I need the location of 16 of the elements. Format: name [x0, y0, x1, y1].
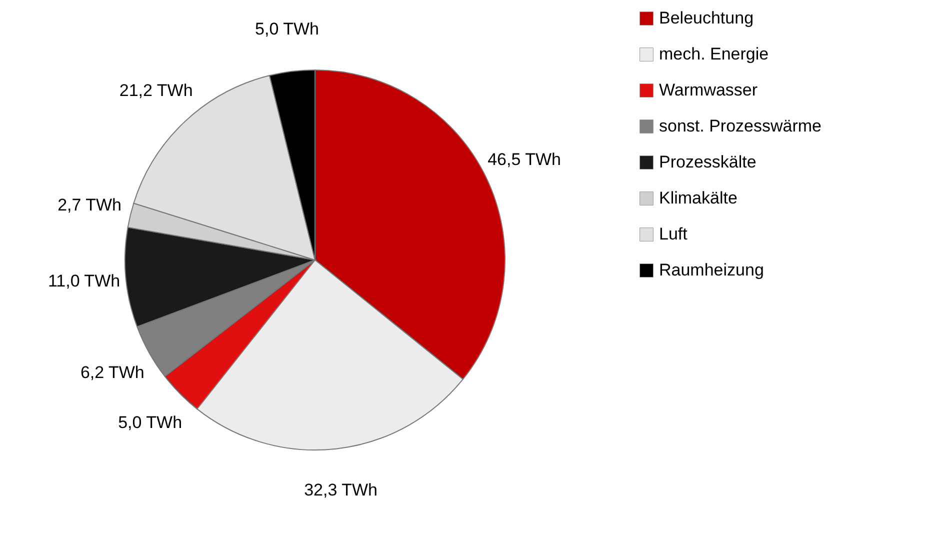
legend-label: Luft	[659, 224, 688, 244]
data-label: 32,3 TWh	[304, 480, 378, 500]
legend-label: Klimakälte	[659, 188, 738, 208]
legend-label: Prozesskälte	[659, 152, 756, 172]
data-label: 11,0 TWh	[48, 272, 120, 291]
data-label: 21,2 TWh	[119, 80, 193, 100]
legend-label: Warmwasser	[659, 80, 758, 100]
data-label: 46,5 TWh	[488, 150, 561, 169]
data-label: 5,0 TWh	[255, 20, 319, 39]
legend-label: Beleuchtung	[659, 8, 754, 28]
data-label: 6,2 TWh	[80, 363, 144, 382]
legend-label: sonst. Prozesswärme	[659, 116, 822, 136]
data-label: 5,0 TWh	[118, 413, 182, 432]
legend-label: mech. Energie	[659, 44, 769, 64]
data-label: 2,7 TWh	[58, 195, 122, 214]
legend-label: Raumheizung	[659, 260, 764, 280]
